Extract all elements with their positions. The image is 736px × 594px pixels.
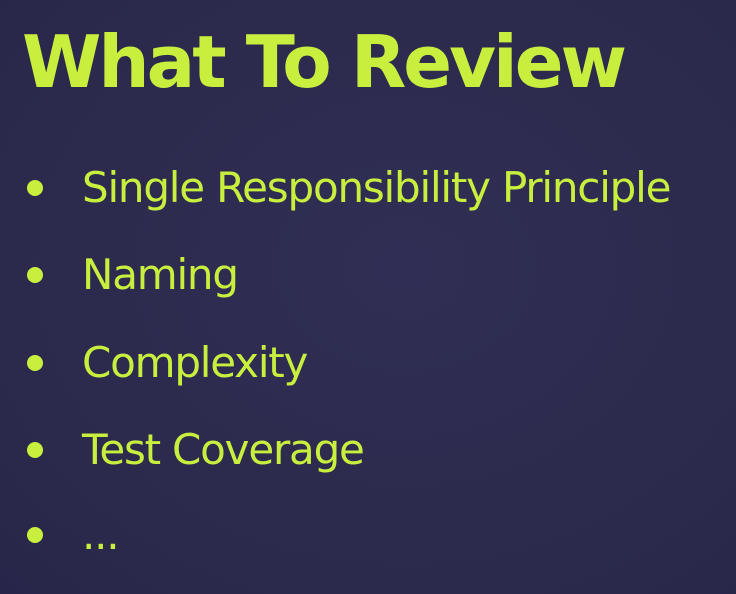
bullet-dot-icon xyxy=(27,355,43,371)
bullet-text: Test Coverage xyxy=(82,420,364,480)
bullet-dot-icon xyxy=(27,442,43,458)
bullet-dot-icon xyxy=(27,180,43,196)
bullet-item: Complexity xyxy=(0,333,736,393)
bullet-text: Complexity xyxy=(82,333,307,393)
slide-title: What To Review xyxy=(22,14,624,110)
bullet-item: ... xyxy=(0,505,736,565)
bullet-dot-icon xyxy=(27,267,43,283)
bullet-text: Naming xyxy=(82,245,238,305)
bullet-item: Naming xyxy=(0,245,736,305)
bullet-text: ... xyxy=(82,505,118,565)
bullet-item: Test Coverage xyxy=(0,420,736,480)
bullet-dot-icon xyxy=(27,527,43,543)
bullet-text: Single Responsibility Principle xyxy=(82,158,670,218)
bullet-item: Single Responsibility Principle xyxy=(0,158,736,218)
